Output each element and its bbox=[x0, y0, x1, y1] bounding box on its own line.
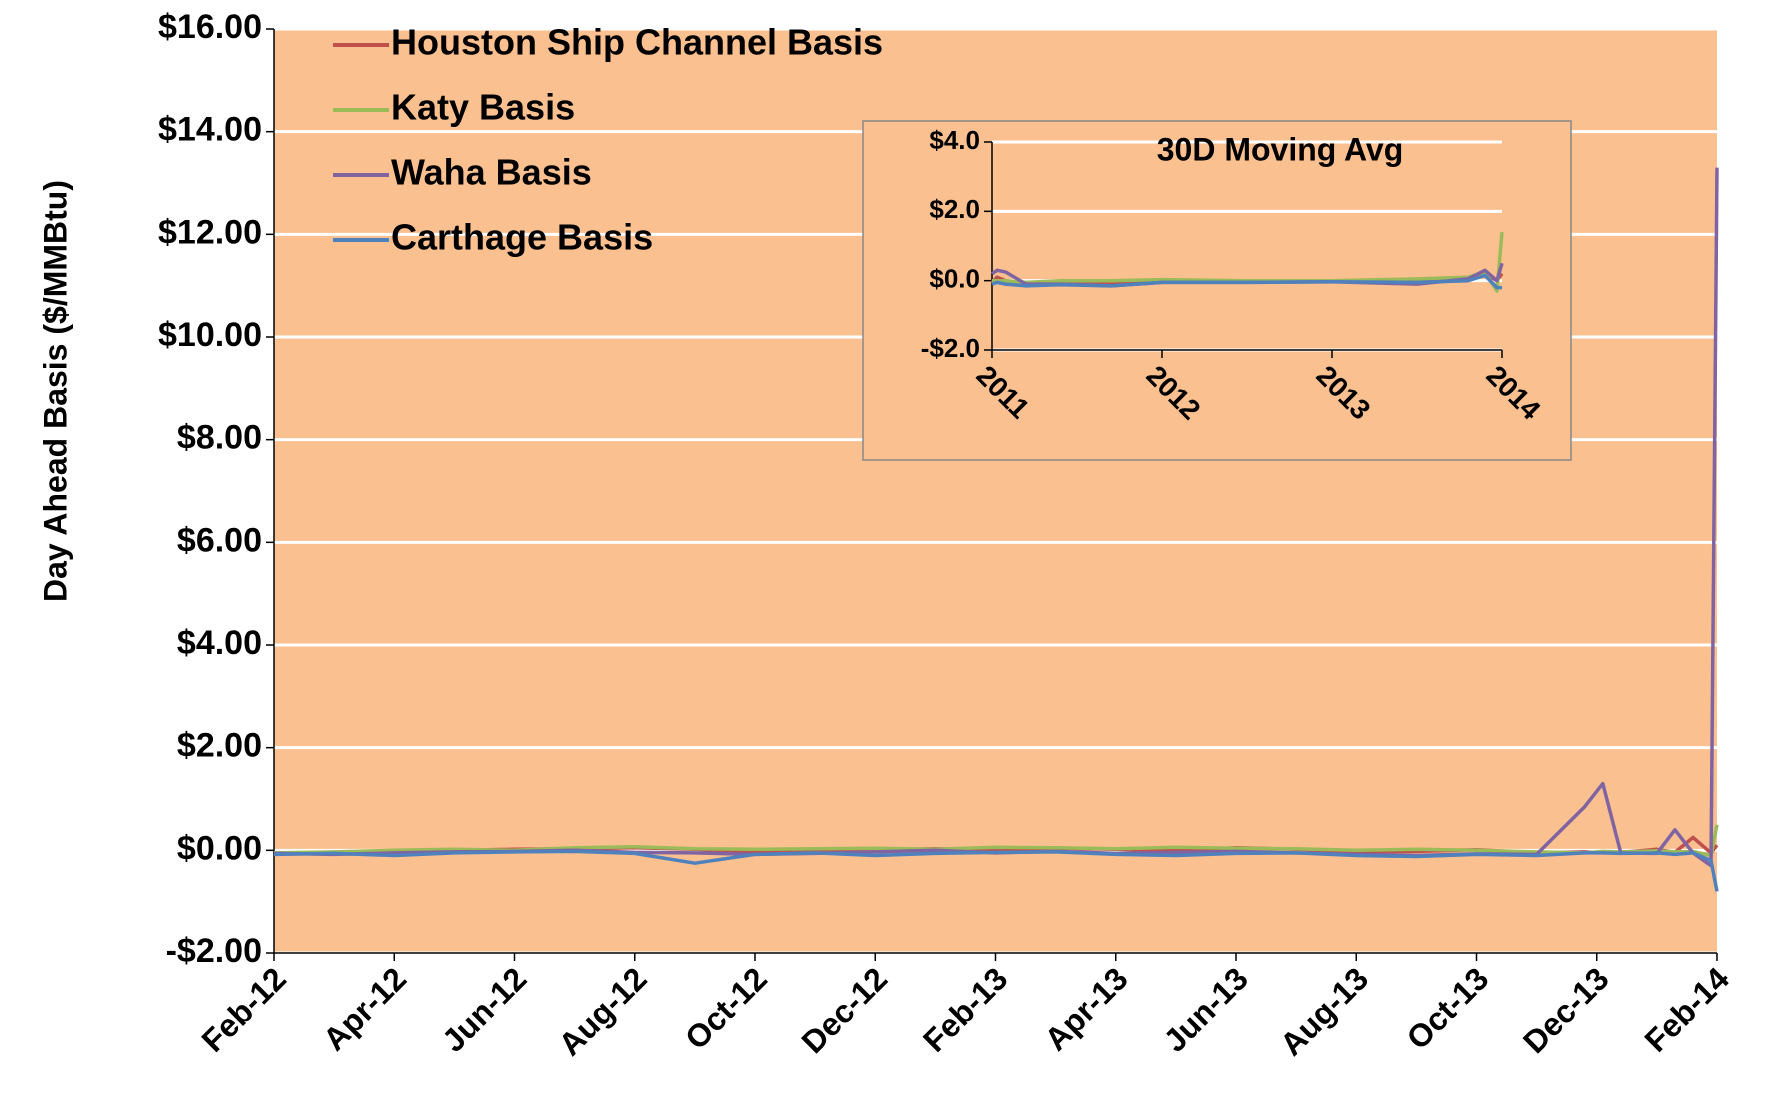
x-tick-label: Oct-13 bbox=[1400, 960, 1496, 1056]
x-tick-label: Dec-12 bbox=[795, 960, 895, 1060]
legend-label: Carthage Basis bbox=[391, 217, 653, 258]
y-tick-label: $2.0 bbox=[929, 194, 980, 224]
y-tick-label: -$2.0 bbox=[921, 333, 980, 363]
x-tick-label: Aug-13 bbox=[1273, 960, 1375, 1062]
legend-label: Waha Basis bbox=[391, 152, 592, 193]
x-tick-label: Apr-12 bbox=[316, 960, 413, 1057]
y-tick-label: $4.0 bbox=[929, 125, 980, 155]
series-line bbox=[991, 273, 1502, 290]
y-tick-label: $0.00 bbox=[177, 829, 262, 867]
chart-title: 30D Moving Avg bbox=[1157, 131, 1404, 167]
y-axis-label: Day Ahead Basis ($/MMBtu) bbox=[37, 180, 73, 602]
y-tick-label: $16.00 bbox=[158, 8, 262, 46]
y-tick-label: -$2.00 bbox=[166, 932, 262, 970]
y-tick-label: $8.00 bbox=[177, 419, 262, 457]
y-tick-label: $0.0 bbox=[929, 264, 980, 294]
y-tick-label: $4.00 bbox=[177, 624, 262, 662]
x-tick-label: Apr-13 bbox=[1038, 960, 1135, 1057]
x-tick-label: Feb-12 bbox=[195, 960, 293, 1058]
y-tick-label: $10.00 bbox=[158, 316, 262, 354]
x-tick-label: Oct-12 bbox=[678, 960, 774, 1056]
series-line bbox=[273, 849, 1719, 892]
legend-label: Houston Ship Channel Basis bbox=[391, 22, 883, 63]
y-tick-label: $14.00 bbox=[158, 111, 262, 149]
x-tick-label: Feb-14 bbox=[1638, 960, 1737, 1059]
x-tick-label: Jun-12 bbox=[435, 960, 533, 1058]
x-tick-label: Jun-13 bbox=[1157, 960, 1255, 1058]
y-tick-label: $6.00 bbox=[177, 521, 262, 559]
x-tick-label: Feb-13 bbox=[916, 960, 1014, 1058]
y-tick-label: $12.00 bbox=[158, 213, 262, 251]
y-tick-label: $2.00 bbox=[177, 727, 262, 765]
inset-frame bbox=[862, 120, 1572, 461]
legend-label: Katy Basis bbox=[391, 87, 575, 128]
x-tick-label: Dec-13 bbox=[1516, 960, 1616, 1060]
x-tick-label: Aug-12 bbox=[552, 960, 654, 1062]
